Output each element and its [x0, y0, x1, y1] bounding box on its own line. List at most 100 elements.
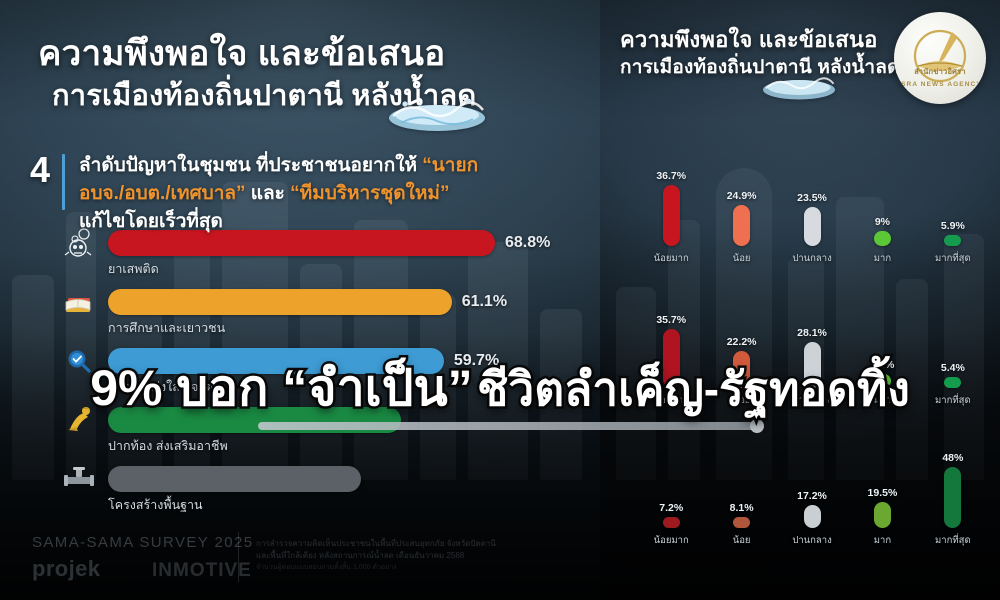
transparency-magnifier-icon — [58, 344, 100, 378]
footer-projek-logo: projek — [32, 556, 101, 581]
logo-thai-name: สำนักข่าวอิศรา — [914, 67, 966, 76]
overlay-rule — [258, 419, 764, 433]
bar-track — [108, 466, 558, 492]
bar-fill — [873, 231, 891, 246]
bar-row: 59.7% ความโปร่งใส สุจริต — [58, 340, 558, 399]
left-headline-line2: การเมืองท้องถิ่นปาตานี หลังน้ำลด — [52, 80, 477, 112]
bar-fill — [108, 348, 444, 374]
footer-note-line2: และพื้นที่ใกล้เคียง หลังสถานการณ์น้ำลด เ… — [256, 551, 465, 560]
satisfaction-executives-bar-chart: 36.7% น้อยมาก 24.9% น้อย 23.5% ปานกลาง 9% มาก 5.… — [636, 170, 988, 266]
bar-fill — [733, 351, 751, 388]
bar-column: 35.7% น้อยมาก — [636, 312, 706, 408]
left-headline: ความพึงพอใจ และข้อเสนอ การเมืองท้องถิ่นป… — [38, 32, 476, 116]
bar-column: 8.1% น้อย — [706, 452, 776, 548]
bar-column: 17.2% ปานกลาง — [777, 452, 847, 548]
bar-value: 68.8% — [505, 234, 551, 251]
bar-value: 5.9% — [940, 220, 965, 232]
bar-fill — [108, 230, 495, 256]
bar-fill — [108, 466, 362, 492]
bar-value: 5.4% — [940, 362, 965, 374]
bar-label: ยาเสพติด — [108, 262, 159, 276]
bar-column: 23.5% ปานกลาง — [777, 170, 847, 266]
infrastructure-valve-icon — [58, 462, 100, 496]
bar-fill — [944, 377, 962, 388]
logo-english-name: ISRA NEWS AGENCY — [898, 81, 982, 88]
bar-label: ปากท้อง ส่งเสริมอาชีพ — [108, 439, 228, 453]
bar-value: 19.5% — [867, 487, 898, 500]
question-text-4: ลำดับปัญหาในชุมชน ที่ประชาชนอยากให้ “นาย… — [79, 155, 479, 232]
bar-fill — [873, 373, 891, 388]
bar-label: น้อยมาก — [653, 395, 689, 406]
bar-fill — [873, 502, 891, 528]
bar-label: การศึกษาและเยาวชน — [108, 321, 226, 335]
bar-label: ปานกลาง — [792, 535, 832, 546]
bar-label: มากที่สุด — [935, 395, 971, 406]
bar-value: 28.1% — [797, 326, 827, 339]
bar-fill — [733, 517, 751, 528]
bar-value: 8.6% — [870, 358, 895, 371]
footer: SAMA-SAMA SURVEY 2025 projek INMOTIVE กา… — [0, 522, 600, 600]
question-number-4: 4 — [30, 149, 51, 190]
bar-row: โครงสร้างพื้นฐาน — [58, 458, 558, 517]
overlay-headline: 9% บอก “จำเป็น” ชีวิตลำเค็ญ-รัฐทอดทิ้ง — [0, 358, 1000, 433]
question-divider — [62, 154, 66, 210]
bar-label: น้อย — [732, 253, 751, 264]
overlay-headline-line1: 9% บอก “จำเป็น” — [88, 358, 475, 419]
bar-label: มาก — [873, 395, 892, 406]
satisfaction-youth-bar-chart: 7.2% น้อยมาก 8.1% น้อย 17.2% ปานกลาง 19.5% มาก 4… — [636, 452, 988, 548]
bar-label: มากที่สุด — [935, 253, 971, 264]
bar-label: น้อย — [732, 395, 751, 406]
bar-value: 22.2% — [726, 336, 757, 349]
bar-fill — [733, 204, 751, 246]
bar-row: 68.8% ยาเสพติด — [58, 222, 558, 281]
footer-divider — [238, 532, 239, 582]
bar-column: 9% มาก — [847, 170, 917, 266]
footer-inmotive-logo: INMOTIVE — [152, 560, 252, 581]
bar-label: โครงสร้างพื้นฐาน — [108, 498, 203, 512]
bar-column: 48% มากที่สุด — [918, 452, 988, 548]
bar-label: น้อย — [732, 535, 751, 546]
left-headline-line1: ความพึงพอใจ และข้อเสนอ — [38, 34, 446, 73]
bar-value: 61.1% — [461, 293, 508, 310]
question-block-4: 4 ลำดับปัญหาในชุมชน ที่ประชาชนอยากให้ “น… — [30, 152, 499, 236]
bar-fill — [803, 207, 821, 246]
bar-label: มาก — [873, 253, 892, 264]
bar-value: 36.7% — [656, 170, 687, 183]
footer-survey-title: SAMA-SAMA SURVEY 2025 — [32, 534, 254, 551]
bar-track: 61.1% — [108, 289, 558, 315]
satisfaction-council-bar-chart: 35.7% น้อยมาก 22.2% น้อย 28.1% ปานกลาง 8.6% มาก… — [636, 312, 988, 408]
footer-note: การสำรวจความคิดเห็นประชาชนในพื้นที่ประสบ… — [256, 538, 576, 574]
left-panel: ความพึงพอใจ และข้อเสนอ การเมืองท้องถิ่นป… — [0, 0, 600, 600]
bar-fill — [662, 517, 680, 528]
isra-news-agency-logo: สำนักข่าวอิศรา ISRA NEWS AGENCY — [894, 12, 986, 104]
bar-label: ปานกลาง — [792, 253, 832, 264]
bar-column: 24.9% น้อย — [706, 170, 776, 266]
bar-value: 24.9% — [726, 189, 757, 202]
bar-fill — [803, 341, 821, 388]
bar-column: 19.5% มาก — [847, 452, 917, 548]
bar-column: 7.2% น้อยมาก — [636, 452, 706, 548]
bar-fill — [108, 289, 452, 315]
bar-label: ปานกลาง — [792, 395, 832, 406]
bar-column: 36.7% น้อยมาก — [636, 170, 706, 266]
bar-fill — [662, 329, 680, 388]
right-headline: ความพึงพอใจ และข้อเสนอ การเมืองท้องถิ่นป… — [620, 26, 900, 81]
education-books-icon — [58, 285, 100, 319]
bar-value: 8.1% — [729, 502, 754, 514]
bar-column: 28.1% ปานกลาง — [777, 312, 847, 408]
bar-fill — [944, 235, 962, 246]
bar-fill — [662, 185, 680, 246]
bar-label: มาก — [873, 535, 892, 546]
bar-column: 22.2% น้อย — [706, 312, 776, 408]
bar-column: 5.9% มากที่สุด — [918, 170, 988, 266]
bar-label: มากที่สุด — [935, 535, 971, 546]
footer-note-line1: การสำรวจความคิดเห็นประชาชนในพื้นที่ประสบ… — [256, 539, 496, 548]
bar-value: 17.2% — [797, 490, 827, 503]
overlay-headline-line2: ชีวิตลำเค็ญ-รัฐทอดทิ้ง — [475, 361, 913, 418]
bar-value: 59.7% — [453, 352, 500, 369]
right-headline-line1: ความพึงพอใจ และข้อเสนอ — [620, 27, 878, 52]
bar-value: 35.7% — [656, 314, 687, 327]
bar-track: 59.7% — [108, 348, 558, 374]
logo-pen-emblem — [913, 29, 967, 83]
